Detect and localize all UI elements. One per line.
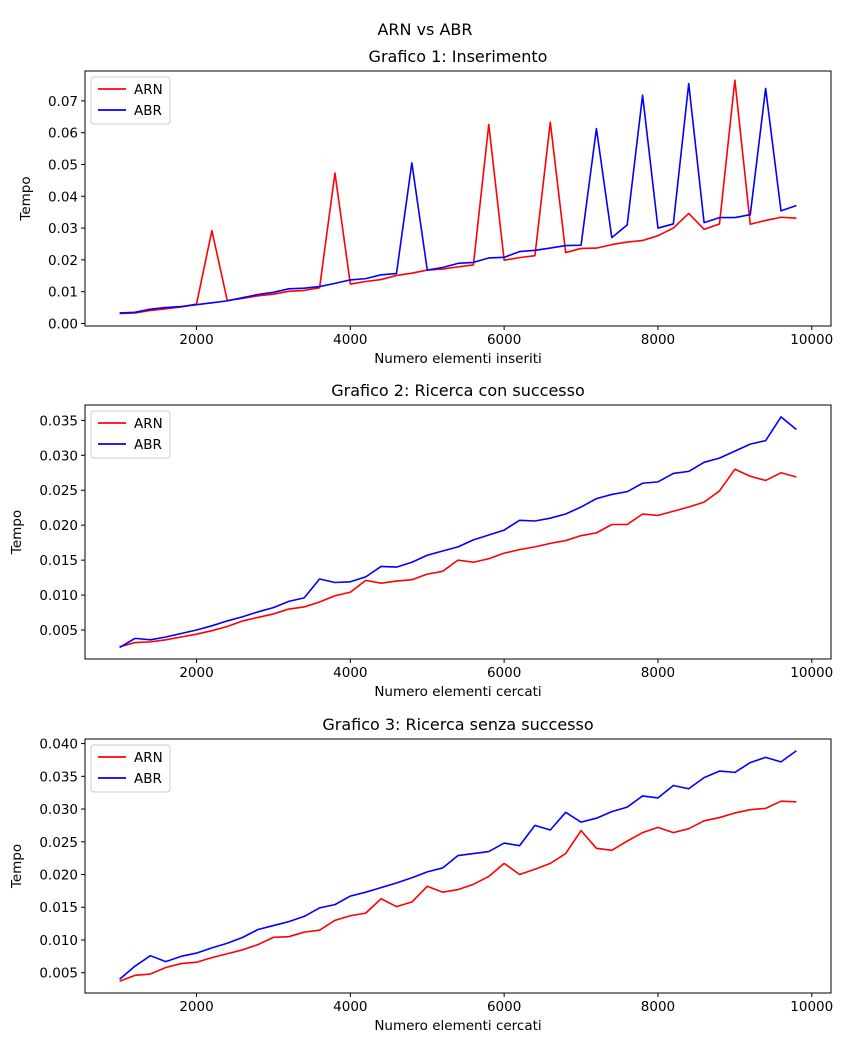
- axes-frame: [84, 738, 832, 994]
- y-tick-label: 0.03: [48, 221, 78, 237]
- y-tick-label: 0.005: [39, 623, 78, 639]
- y-axis-label: Tempo: [9, 844, 25, 889]
- figure-suptitle: ARN vs ABR: [377, 20, 472, 39]
- legend: ARN ABR: [90, 76, 171, 125]
- chart-title: Grafico 1: Inserimento: [369, 47, 548, 66]
- x-tick-label: 4000: [333, 665, 367, 681]
- legend: ARN ABR: [90, 744, 171, 793]
- y-tick-label: 0.015: [39, 900, 78, 916]
- x-tick-label: 2000: [179, 665, 213, 681]
- y-tick-label: 0.020: [39, 518, 78, 534]
- x-tick-label: 8000: [641, 665, 675, 681]
- legend-label-abr: ABR: [134, 437, 162, 453]
- chart-1: Grafico 1: Inserimento 2000 4000 6000 8000 10…: [18, 47, 833, 367]
- y-tick-label: 0.020: [39, 868, 78, 884]
- y-tick-label: 0.010: [39, 588, 78, 604]
- y-tick-label: 0.040: [39, 737, 78, 753]
- series-line-abr: [119, 416, 797, 649]
- x-tick-label: 10000: [790, 665, 833, 681]
- legend-label-arn: ARN: [134, 750, 163, 766]
- x-tick-label: 2000: [179, 999, 213, 1015]
- x-tick-label: 6000: [487, 665, 521, 681]
- x-axis-label: Numero elementi cercati: [374, 1018, 541, 1034]
- series-line-arn: [119, 800, 797, 982]
- y-tick-label: 0.030: [39, 802, 78, 818]
- x-axis-label: Numero elementi cercati: [374, 684, 541, 700]
- y-tick-label: 0.07: [48, 94, 78, 110]
- axes-frame: [84, 404, 832, 660]
- chart-2: Grafico 2: Ricerca con successo 2000 4000 6…: [9, 381, 833, 700]
- chart-title: Grafico 3: Ricerca senza successo: [322, 715, 593, 734]
- y-tick-label: 0.025: [39, 483, 78, 499]
- series-line-abr: [119, 82, 797, 314]
- y-tick-label: 0.00: [48, 316, 78, 332]
- x-tick-label: 6000: [487, 332, 521, 348]
- x-tick-label: 4000: [333, 999, 367, 1015]
- y-tick-label: 0.015: [39, 553, 78, 569]
- y-axis-label: Tempo: [18, 176, 34, 221]
- y-tick-label: 0.01: [48, 285, 78, 301]
- y-tick-label: 0.06: [48, 126, 78, 142]
- legend-label-abr: ABR: [134, 771, 162, 787]
- series-line-abr: [119, 750, 797, 980]
- legend-label-abr: ABR: [134, 103, 162, 119]
- y-tick-label: 0.02: [48, 253, 78, 269]
- axes-frame: [84, 70, 832, 327]
- y-tick-label: 0.005: [39, 966, 78, 982]
- x-tick-label: 10000: [790, 999, 833, 1015]
- chart-3: Grafico 3: Ricerca senza successo 2000 400…: [9, 715, 833, 1034]
- x-tick-label: 8000: [641, 999, 675, 1015]
- plot-area: [119, 750, 797, 982]
- y-tick-label: 0.035: [39, 413, 78, 429]
- series-line-arn: [119, 468, 797, 648]
- x-tick-label: 10000: [790, 332, 833, 348]
- y-tick-label: 0.05: [48, 157, 78, 173]
- chart-panels: Grafico 1: Inserimento 2000 4000 6000 8000 10…: [9, 47, 833, 1034]
- x-tick-label: 4000: [333, 332, 367, 348]
- y-tick-label: 0.04: [48, 189, 78, 205]
- y-tick-label: 0.025: [39, 835, 78, 851]
- x-axis-label: Numero elementi inseriti: [374, 351, 542, 367]
- plot-area: [119, 79, 797, 315]
- x-tick-label: 8000: [641, 332, 675, 348]
- y-tick-label: 0.010: [39, 933, 78, 949]
- legend-label-arn: ARN: [134, 82, 163, 98]
- y-tick-label: 0.030: [39, 448, 78, 464]
- y-tick-label: 0.035: [39, 769, 78, 785]
- x-tick-label: 2000: [179, 332, 213, 348]
- legend-label-arn: ARN: [134, 416, 163, 432]
- plot-area: [119, 416, 797, 649]
- legend: ARN ABR: [90, 410, 171, 459]
- chart-title: Grafico 2: Ricerca con successo: [331, 381, 585, 400]
- y-axis-label: Tempo: [9, 510, 25, 555]
- x-tick-label: 6000: [487, 999, 521, 1015]
